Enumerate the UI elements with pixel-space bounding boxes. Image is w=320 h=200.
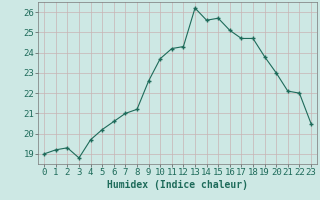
X-axis label: Humidex (Indice chaleur): Humidex (Indice chaleur) [107, 180, 248, 190]
